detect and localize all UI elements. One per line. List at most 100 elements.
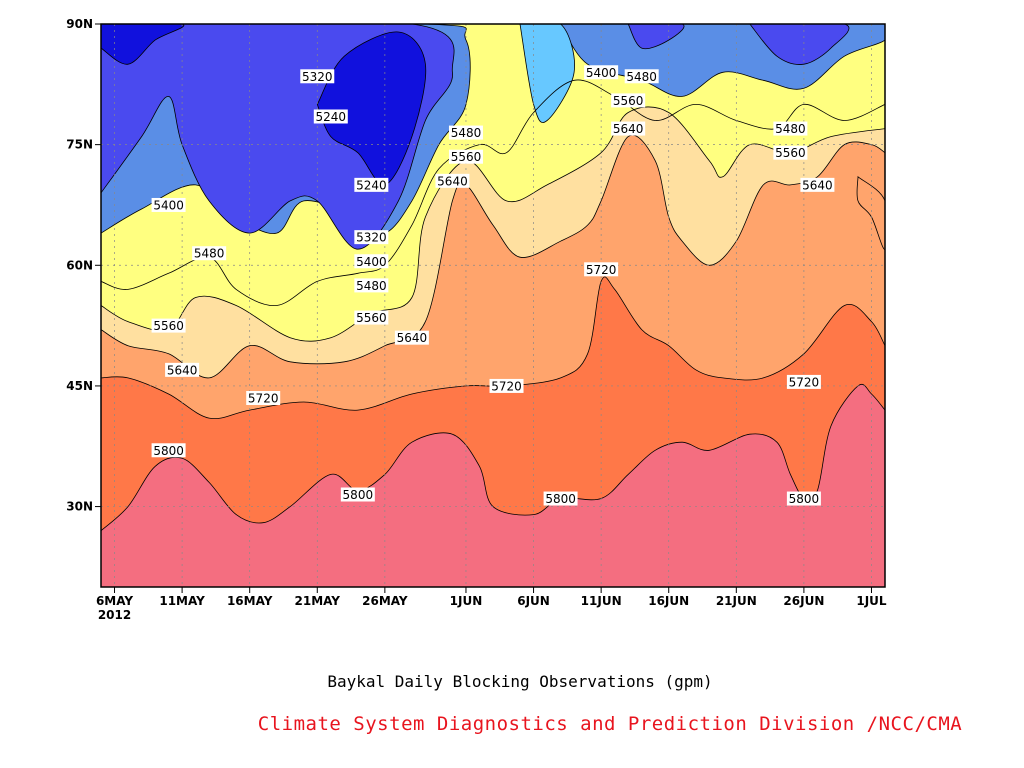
fill-region-below-5240 [101, 24, 185, 65]
contour-label-text: 5320 [356, 231, 387, 245]
contour-label-5560: 5560 [448, 149, 483, 164]
x-tick-label: 21MAY [295, 594, 341, 608]
contour-label-5640: 5640 [435, 173, 470, 188]
contour-label-box [489, 378, 524, 393]
contour-label-box [773, 121, 808, 136]
contour-label-text: 5480 [194, 247, 225, 261]
contour-label-text: 5480 [451, 126, 482, 140]
contour-label-box [448, 149, 483, 164]
contour-label-5800: 5800 [151, 443, 186, 458]
contour-label-5400: 5400 [584, 65, 619, 80]
contour-label-text: 5640 [802, 178, 833, 192]
contour-label-text: 5560 [153, 319, 184, 333]
contour-label-5720: 5720 [489, 378, 524, 393]
contour-label-text: 5240 [356, 178, 387, 192]
contour-label-text: 5480 [356, 279, 387, 293]
contour-label-text: 5640 [613, 122, 644, 136]
contour-label-text: 5560 [775, 146, 806, 160]
contour-label-text: 5720 [491, 379, 522, 393]
contour-label-5480: 5480 [192, 246, 227, 261]
y-tick-label: 30N [66, 500, 93, 514]
contour-label-text: 5240 [316, 110, 347, 124]
contour-line-5640 [101, 134, 885, 379]
contour-label-5480: 5480 [773, 121, 808, 136]
contour-label-box [800, 177, 835, 192]
contour-label-box [354, 254, 389, 269]
x-tick-label: 16JUN [648, 594, 689, 608]
contour-label-text: 5400 [153, 198, 184, 212]
contour-label-text: 5720 [248, 391, 279, 405]
contour-label-box [246, 390, 281, 405]
contour-label-box [151, 318, 186, 333]
contour-label-box [543, 491, 578, 506]
x-tick-label: 1JUL [856, 594, 887, 608]
contour-label-5240: 5240 [313, 109, 348, 124]
contour-label-5560: 5560 [354, 310, 389, 325]
contour-label-5320: 5320 [354, 230, 389, 245]
contour-label-box [786, 374, 821, 389]
contour-label-5560: 5560 [151, 318, 186, 333]
contour-label-box [584, 65, 619, 80]
contour-label-box [435, 173, 470, 188]
contour-line-5720 [101, 276, 885, 420]
contour-label-5560: 5560 [611, 93, 646, 108]
contour-label-text: 5480 [626, 70, 657, 84]
contour-fills [101, 24, 885, 587]
contour-label-box [786, 491, 821, 506]
y-tick-label: 75N [66, 138, 93, 152]
contour-label-5720: 5720 [786, 374, 821, 389]
fill-region-below-5720 [856, 175, 885, 250]
x-tick-label: 6MAY [96, 594, 133, 608]
contour-label-text: 5400 [356, 255, 387, 269]
contour-label-text: 5800 [789, 492, 820, 506]
contour-label-box [192, 246, 227, 261]
contour-label-text: 5560 [613, 94, 644, 108]
y-tick-label: 45N [66, 379, 93, 393]
axis-ticks: 6MAY 11MAY 16MAY 21MAY 26MAY 1JUN 6JUN 11JUN 16J… [66, 17, 887, 622]
contour-label-box [448, 125, 483, 140]
contour-label-text: 5800 [545, 492, 576, 506]
fill-region-below-5320 [627, 24, 685, 50]
x-tick-label: 1JUN [450, 594, 483, 608]
contour-label-text: 5800 [153, 444, 184, 458]
contour-label-box [165, 362, 200, 377]
contour-label-5480: 5480 [624, 69, 659, 84]
contour-label-5640: 5640 [165, 362, 200, 377]
contour-label-box [773, 145, 808, 160]
y-tick-label: 90N [66, 17, 93, 31]
contour-label-box [611, 121, 646, 136]
contour-label-text: 5400 [586, 66, 617, 80]
contour-label-5720: 5720 [246, 390, 281, 405]
fill-region-below-5240 [316, 31, 427, 186]
contour-label-5800: 5800 [543, 491, 578, 506]
contour-label-5480: 5480 [448, 125, 483, 140]
chart-title: Baykal Daily Blocking Observations (gpm) [327, 672, 713, 691]
plot-frame [100, 23, 886, 588]
contour-label-box [624, 69, 659, 84]
contour-label-box [300, 69, 335, 84]
contour-label-5720: 5720 [584, 262, 619, 277]
credit-line: Climate System Diagnostics and Predictio… [257, 713, 963, 735]
contour-label-5400: 5400 [354, 254, 389, 269]
contour-label-5400: 5400 [151, 197, 186, 212]
contour-label-5800: 5800 [340, 487, 375, 502]
contour-label-text: 5720 [586, 263, 617, 277]
fill-band-above-5800 [101, 384, 885, 587]
contour-label-5800: 5800 [786, 491, 821, 506]
contour-labels: 5320 5240 5240 5400 5320 5400 5480 5480 5560 5560… [151, 65, 835, 506]
contour-label-box [394, 330, 429, 345]
contour-label-5560: 5560 [773, 145, 808, 160]
contour-label-5320: 5320 [300, 69, 335, 84]
x-tick-label: 26JUN [783, 594, 824, 608]
contour-label-box [354, 230, 389, 245]
contour-label-text: 5800 [343, 488, 374, 502]
contour-label-5640: 5640 [800, 177, 835, 192]
contour-label-box [354, 278, 389, 293]
contour-label-text: 5320 [302, 70, 333, 84]
contour-line-5560 [101, 106, 885, 342]
contour-label-box [151, 443, 186, 458]
contour-label-text: 5560 [451, 150, 482, 164]
x-tick-label: 26MAY [362, 594, 408, 608]
contour-label-box [340, 487, 375, 502]
